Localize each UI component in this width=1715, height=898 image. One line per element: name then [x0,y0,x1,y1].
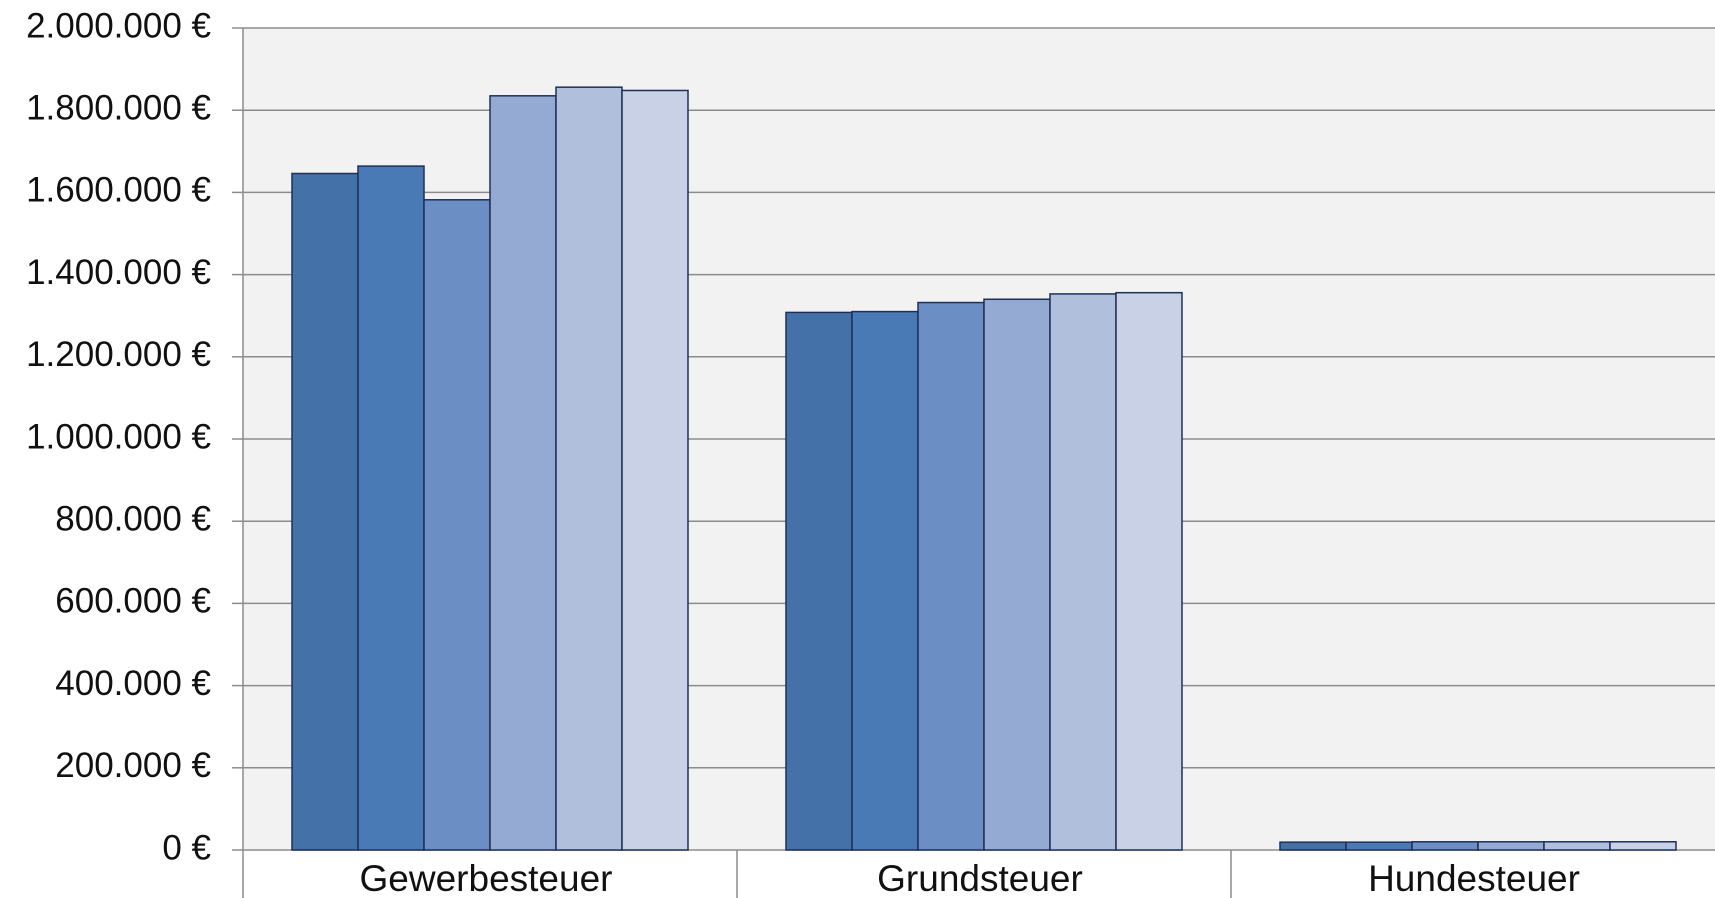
bar [1411,841,1479,851]
bar [983,298,1051,851]
y-tick-label: 2.000.000 € [26,6,211,45]
bar [1345,841,1413,851]
bar [1543,841,1611,851]
y-tick-label: 1.400.000 € [26,253,211,292]
bar [1049,293,1117,851]
bar [489,95,557,851]
bar [1115,291,1183,851]
bar [1609,841,1677,851]
y-tick-label: 400.000 € [55,664,211,703]
y-tick-label: 800.000 € [55,499,211,538]
x-tick-label: Hundesteuer [1368,858,1580,898]
x-tick-label: Gewerbesteuer [360,858,613,898]
y-tick-label: 1.800.000 € [26,88,211,127]
bar [917,301,985,851]
y-tick-label: 200.000 € [55,746,211,785]
bar [291,172,359,851]
bar [357,165,425,851]
bar [555,86,623,851]
y-tick-label: 0 € [162,828,211,867]
y-tick-label: 1.600.000 € [26,171,211,210]
bar [423,199,491,851]
bar [1477,841,1545,851]
bar [785,311,853,851]
y-tick-label: 1.200.000 € [26,335,211,374]
bar [851,310,919,851]
bar [621,89,689,851]
y-tick-label: 1.000.000 € [26,417,211,456]
y-tick-label: 600.000 € [55,582,211,621]
bar [1279,841,1347,851]
x-tick-label: Grundsteuer [877,858,1083,898]
